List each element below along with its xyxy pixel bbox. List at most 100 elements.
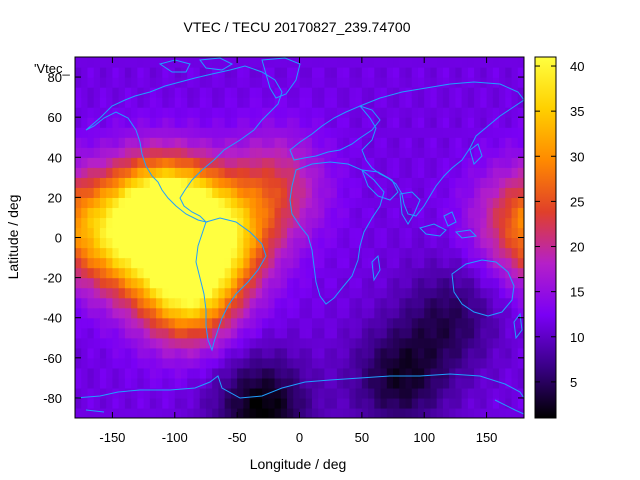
heat-cell: [411, 227, 419, 239]
heat-cell: [143, 197, 151, 209]
heat-cell: [505, 387, 513, 399]
heat-cell: [224, 157, 232, 168]
heat-cell: [349, 167, 357, 178]
heat-cell: [181, 77, 188, 88]
heat-cell: [430, 237, 438, 249]
heat-cell: [411, 307, 419, 319]
heat-cell: [311, 307, 319, 319]
heat-cell: [187, 157, 195, 168]
heat-cell: [417, 357, 425, 369]
heat-cell: [124, 317, 132, 329]
heat-cell: [124, 137, 132, 148]
heat-cell: [87, 327, 95, 339]
heat-cell: [212, 67, 220, 78]
heat-cell: [405, 337, 413, 349]
heat-cell: [393, 87, 400, 98]
heat-cell: [162, 107, 170, 118]
heat-cell: [499, 287, 506, 299]
heat-cell: [87, 147, 95, 158]
heat-cell: [361, 147, 369, 158]
heat-cell: [75, 197, 82, 209]
heat-cell: [124, 297, 132, 309]
heat-cell: [311, 367, 319, 379]
heat-cell: [486, 307, 494, 319]
heat-cell: [380, 107, 388, 118]
heat-cell: [505, 407, 513, 418]
heat-cell: [424, 107, 432, 118]
heat-cell: [81, 277, 89, 289]
heat-cell: [449, 337, 457, 349]
heat-cell: [480, 167, 488, 178]
heat-cell: [461, 237, 469, 249]
heat-cell: [230, 127, 238, 138]
heat-cell: [75, 57, 82, 68]
heat-cell: [262, 137, 269, 148]
heat-cell: [467, 407, 475, 418]
heat-cell: [486, 297, 494, 309]
heat-cell: [168, 177, 176, 188]
heat-cell: [399, 187, 407, 198]
heat-cell: [318, 377, 326, 389]
heat-cell: [305, 127, 313, 138]
heat-cell: [299, 307, 307, 319]
heat-cell: [511, 347, 519, 359]
heat-cell: [511, 207, 519, 219]
heat-cell: [480, 117, 488, 128]
heat-cell: [187, 377, 195, 389]
heat-cell: [124, 287, 132, 299]
heat-cell: [436, 77, 444, 88]
heat-cell: [455, 117, 463, 128]
heat-cell: [199, 237, 207, 249]
heat-cell: [374, 177, 382, 188]
heat-cell: [393, 187, 400, 198]
heat-cell: [368, 377, 375, 389]
heat-cell: [455, 357, 463, 369]
heat-cell: [449, 177, 457, 188]
x-tick-label: -100: [162, 430, 188, 445]
heat-cell: [349, 107, 357, 118]
heat-cell: [405, 287, 413, 299]
heat-cell: [274, 237, 282, 249]
heat-cell: [474, 167, 481, 178]
heat-cell: [486, 147, 494, 158]
heat-cell: [442, 107, 450, 118]
heat-cell: [187, 267, 195, 279]
heat-cell: [230, 307, 238, 319]
heat-cell: [492, 227, 500, 239]
heat-cell: [81, 337, 89, 349]
heat-cell: [87, 267, 95, 279]
heat-cell: [299, 397, 307, 409]
heat-cell: [386, 387, 394, 399]
heat-cell: [336, 257, 344, 269]
heat-cell: [311, 187, 319, 198]
heat-cell: [274, 277, 282, 289]
heat-cell: [199, 97, 207, 108]
heat-cell: [118, 137, 126, 148]
heat-cell: [449, 237, 457, 249]
heat-cell: [386, 267, 394, 279]
heat-cell: [474, 297, 481, 309]
heat-cell: [299, 357, 307, 369]
heat-cell: [93, 257, 101, 269]
heat-cell: [361, 277, 369, 289]
heat-cell: [386, 307, 394, 319]
heat-cell: [311, 97, 319, 108]
heat-cell: [131, 267, 138, 279]
heat-cell: [405, 207, 413, 219]
heat-cell: [486, 167, 494, 178]
heat-cell: [330, 317, 338, 329]
heat-cell: [131, 277, 138, 289]
heat-cell: [75, 87, 82, 98]
heat-cell: [361, 407, 369, 418]
heat-cell: [374, 77, 382, 88]
heat-cell: [374, 407, 382, 418]
heat-cell: [181, 397, 188, 409]
heat-cell: [318, 107, 326, 118]
heat-cell: [249, 77, 257, 88]
heat-cell: [93, 147, 101, 158]
heat-cell: [343, 377, 350, 389]
heat-cell: [417, 247, 425, 259]
heat-cell: [162, 127, 170, 138]
heat-cell: [311, 267, 319, 279]
heat-cell: [181, 377, 188, 389]
